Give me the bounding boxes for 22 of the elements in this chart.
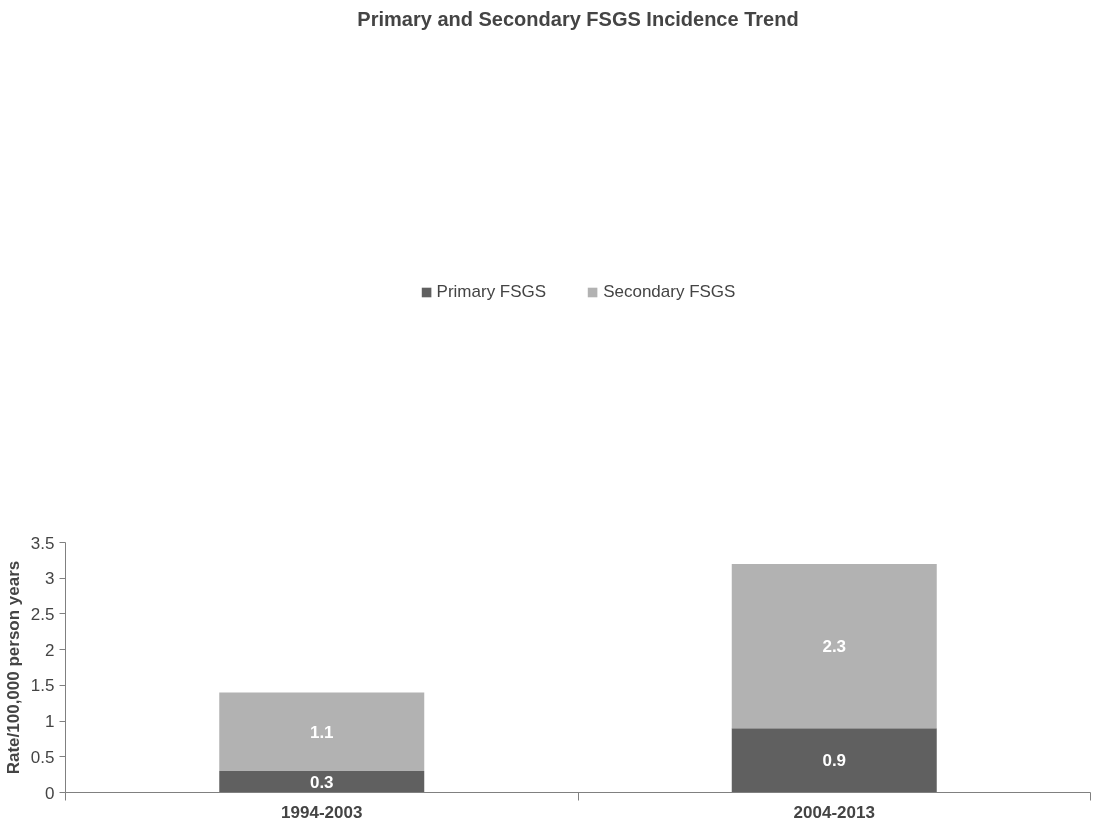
bar bbox=[219, 692, 425, 772]
y-tick-label: 0.5 bbox=[30, 747, 55, 767]
y-tick-label: 1.5 bbox=[30, 676, 55, 696]
bar bbox=[219, 771, 425, 793]
y-tick-label: 0 bbox=[45, 783, 55, 803]
x-tick-label: 2004-2013 bbox=[793, 802, 875, 822]
y-tick-label: 2.5 bbox=[30, 604, 55, 624]
x-tick-label: 1994-2003 bbox=[281, 802, 363, 822]
y-tick-label: 2 bbox=[45, 640, 55, 660]
bar bbox=[731, 563, 937, 729]
data-label: 1.1 bbox=[309, 722, 334, 742]
bar bbox=[731, 728, 937, 793]
data-label: 0.9 bbox=[822, 751, 847, 771]
y-tick-label: 3 bbox=[45, 569, 55, 589]
data-label: 2.3 bbox=[822, 637, 847, 657]
y-tick-label: 3.5 bbox=[30, 533, 55, 553]
legend-label: Primary FSGS bbox=[436, 282, 547, 302]
legend-label: Secondary FSGS bbox=[603, 282, 736, 302]
y-axis-title: Rate/100,000 person years bbox=[3, 560, 23, 775]
chart-title: Primary and Secondary FSGS Incidence Trend bbox=[357, 7, 799, 30]
y-tick-label: 1 bbox=[45, 712, 55, 732]
data-label: 0.3 bbox=[309, 772, 334, 792]
